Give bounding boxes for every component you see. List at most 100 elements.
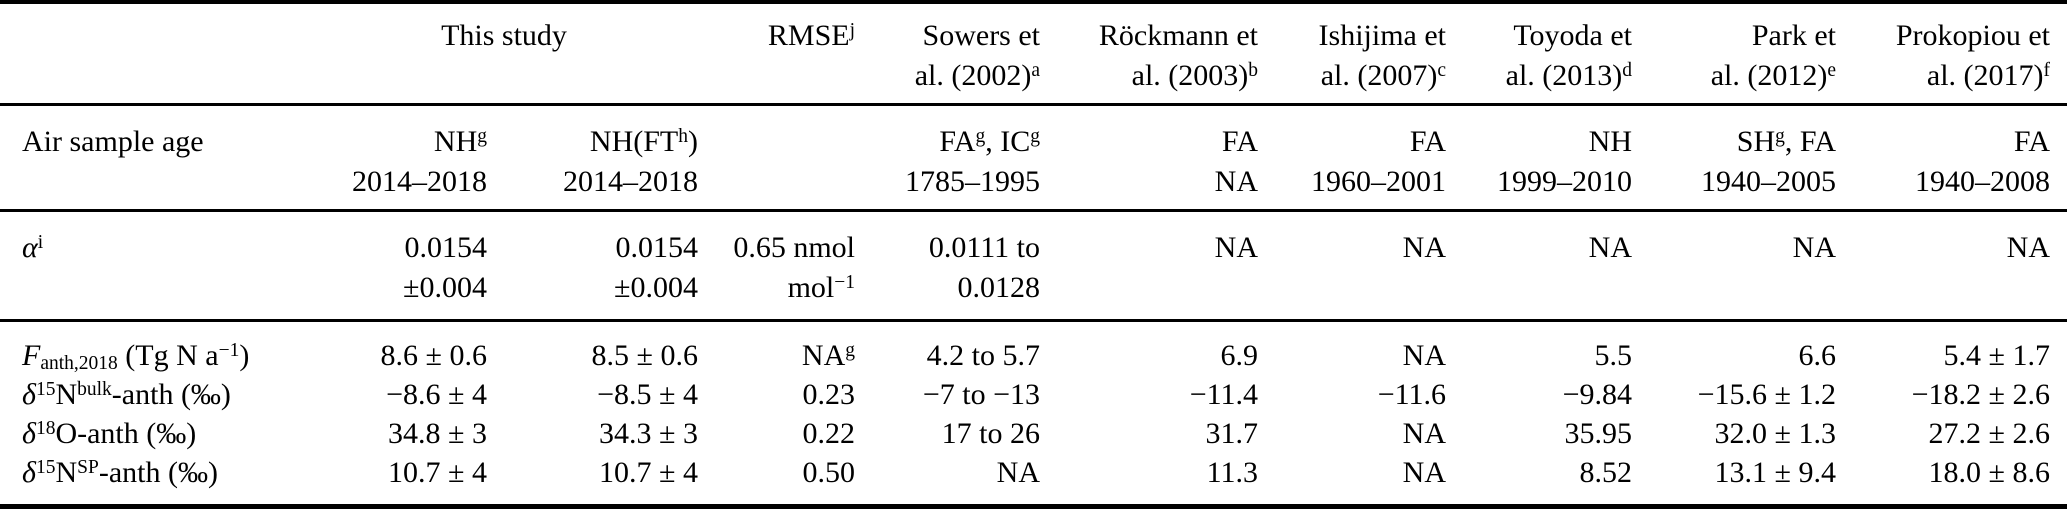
cell-line: 1940–2008 xyxy=(1915,165,2051,198)
header-label-spacer xyxy=(0,2,310,105)
cell-d15n-bulk-anth-nh: −8.6 ± 4 xyxy=(310,375,487,414)
cell-d15n-sp-anth-rmse: 0.50 xyxy=(698,453,856,507)
cell-air-sample-age-nh-ft: NH(FTh) 2014–2018 xyxy=(487,105,698,211)
cell-line: FA xyxy=(1409,125,1447,158)
header-line: Toyoda et xyxy=(1513,19,1633,52)
cell-line: NH(FTh) xyxy=(589,125,699,158)
cell-d15n-sp-anth-nh: 10.7 ± 4 xyxy=(310,453,487,507)
cell-d18o-anth-prokopiou: 27.2 ± 2.6 xyxy=(1836,414,2067,453)
col-header-rmse: RMSEj xyxy=(698,2,855,105)
header-line: Park et xyxy=(1751,19,1837,52)
cell-d15n-sp-anth-nh-ft: 10.7 ± 4 xyxy=(487,453,698,507)
cell-line: −7 to −13 xyxy=(922,378,1041,411)
col-header-prokopiou: Prokopiou et al. (2017)f xyxy=(1836,2,2067,105)
cell-air-sample-age-park: SHg, FA 1940–2005 xyxy=(1632,105,1836,211)
cell-line: FA xyxy=(2013,125,2051,158)
cell-line: 8.52 xyxy=(1579,456,1633,489)
cell-line: 5.4 ± 1.7 xyxy=(1943,339,2051,372)
cell-line: NA xyxy=(1588,231,1633,264)
cell-line: 17 to 26 xyxy=(941,417,1041,450)
cell-d15n-sp-anth-park: 13.1 ± 9.4 xyxy=(1632,453,1836,507)
cell-d15n-bulk-anth-sowers: −7 to −13 xyxy=(855,375,1040,414)
cell-d18o-anth-nh: 34.8 ± 3 xyxy=(310,414,487,453)
cell-line: 0.0128 xyxy=(957,271,1041,304)
row-d15n-sp-anth: δ15NSP-anth (‰) 10.7 ± 4 10.7 ± 4 0.50 NA 11.… xyxy=(0,453,2067,507)
cell-f-anth-2018-rockmann: 6.9 xyxy=(1040,321,1259,376)
cell-line: 0.0154 xyxy=(615,231,699,264)
cell-d15n-sp-anth-sowers: NA xyxy=(855,453,1040,507)
cell-alpha-sowers: 0.0111 to 0.0128 xyxy=(855,211,1040,321)
cell-line: 6.9 xyxy=(1220,339,1259,372)
section-results: Fanth,2018 (Tg N a−1) 8.6 ± 0.6 8.5 ± 0.6 N… xyxy=(0,320,2067,507)
header-line: Prokopiou et xyxy=(1895,19,2051,52)
cell-d18o-anth-park: 32.0 ± 1.3 xyxy=(1632,414,1836,453)
cell-line: NHg xyxy=(433,125,487,158)
header-line: RMSEj xyxy=(767,19,856,52)
cell-d15n-bulk-anth-rockmann: −11.4 xyxy=(1040,375,1258,414)
cell-line: 10.7 ± 4 xyxy=(599,456,699,489)
cell-f-anth-2018-nh: 8.6 ± 0.6 xyxy=(310,321,487,376)
cell-line: 0.0154 xyxy=(404,231,488,264)
cell-d18o-anth-toyoda: 35.95 xyxy=(1446,414,1633,453)
cell-f-anth-2018-toyoda: 5.5 xyxy=(1446,321,1633,376)
cell-d15n-sp-anth-prokopiou: 18.0 ± 8.6 xyxy=(1836,453,2067,507)
cell-alpha-nh-ft: 0.0154 ±0.004 xyxy=(487,211,698,321)
cell-line: 35.95 xyxy=(1564,417,1633,450)
cell-line: 34.3 ± 3 xyxy=(599,417,699,450)
cell-line: NA xyxy=(2006,231,2051,264)
cell-d15n-sp-anth-toyoda: 8.52 xyxy=(1446,453,1633,507)
cell-d15n-bulk-anth-ishijima: −11.6 xyxy=(1258,375,1446,414)
cell-alpha-toyoda: NA xyxy=(1446,211,1632,321)
table-head: This study RMSEj Sowers et al. (2002)a Röck… xyxy=(0,2,2067,105)
row-alpha: αi 0.0154 ±0.004 0.0154 ±0.004 0.65 nmol mol−1… xyxy=(0,211,2067,321)
cell-d15n-sp-anth-ishijima: NA xyxy=(1258,453,1446,507)
cell-line: FA xyxy=(1221,125,1259,158)
cell-d18o-anth-nh-ft: 34.3 ± 3 xyxy=(487,414,698,453)
cell-d18o-anth-rockmann: 31.7 xyxy=(1040,414,1259,453)
cell-line: 1960–2001 xyxy=(1311,165,1447,198)
cell-alpha-rmse: 0.65 nmol mol−1 xyxy=(698,211,855,321)
cell-alpha-prokopiou: NA xyxy=(1836,211,2067,321)
cell-alpha-park: NA xyxy=(1632,211,1836,321)
cell-air-sample-age-ishijima: FA 1960–2001 xyxy=(1258,105,1446,211)
header-line: Sowers et xyxy=(922,19,1041,52)
cell-line: −15.6 ± 1.2 xyxy=(1697,378,1837,411)
cell-line: NH xyxy=(1588,125,1633,158)
cell-d15n-bulk-anth-toyoda: −9.84 xyxy=(1446,375,1632,414)
row-label-alpha: αi xyxy=(22,231,44,264)
cell-line: 11.3 xyxy=(1206,456,1259,489)
cell-line: −18.2 ± 2.6 xyxy=(1911,378,2051,411)
header-line: al. (2012)e xyxy=(1710,59,1837,92)
cell-f-anth-2018-sowers: 4.2 to 5.7 xyxy=(855,321,1040,376)
cell-line: SHg, FA xyxy=(1736,125,1837,158)
section-air-sample-age: Air sample age NHg 2014–2018 NH(FTh) 2014–20… xyxy=(0,104,2067,211)
cell-line: 0.50 xyxy=(802,456,856,489)
cell-line: 0.65 nmol xyxy=(733,231,856,264)
row-label-f-anth-2018: Fanth,2018 (Tg N a−1) xyxy=(22,339,250,375)
cell-f-anth-2018-ishijima: NA xyxy=(1258,321,1446,376)
cell-f-anth-2018-rmse: NAg xyxy=(698,321,855,376)
header-line: Röckmann et xyxy=(1098,19,1259,52)
cell-line: NA xyxy=(1402,456,1447,489)
cell-line: NA xyxy=(1402,231,1447,264)
cell-line: −8.5 ± 4 xyxy=(597,378,699,411)
cell-d15n-bulk-anth-park: −15.6 ± 1.2 xyxy=(1632,375,1836,414)
cell-d18o-anth-rmse: 0.22 xyxy=(698,414,856,453)
cell-line: 1940–2005 xyxy=(1701,165,1837,198)
cell-d18o-anth-sowers: 17 to 26 xyxy=(855,414,1040,453)
row-d18o-anth: δ18O-anth (‰) 34.8 ± 3 34.3 ± 3 0.22 17 to 2… xyxy=(0,414,2067,453)
cell-line: NA xyxy=(1214,165,1259,198)
cell-line: 8.5 ± 0.6 xyxy=(591,339,699,372)
cell-line: NA xyxy=(1402,417,1447,450)
cell-line: ±0.004 xyxy=(403,271,487,304)
row-label-air-sample-age: Air sample age xyxy=(22,125,204,158)
cell-air-sample-age-toyoda: NH 1999–2010 xyxy=(1446,105,1632,211)
cell-line: 8.6 ± 0.6 xyxy=(380,339,487,372)
cell-line: 1785–1995 xyxy=(905,165,1041,198)
cell-line: 13.1 ± 9.4 xyxy=(1714,456,1837,489)
cell-air-sample-age-sowers: FAg, ICg 1785–1995 xyxy=(855,105,1040,211)
col-header-ishijima: Ishijima et al. (2007)c xyxy=(1258,2,1446,105)
cell-line: −11.4 xyxy=(1189,378,1259,411)
cell-d15n-sp-anth-rockmann: 11.3 xyxy=(1040,453,1258,507)
